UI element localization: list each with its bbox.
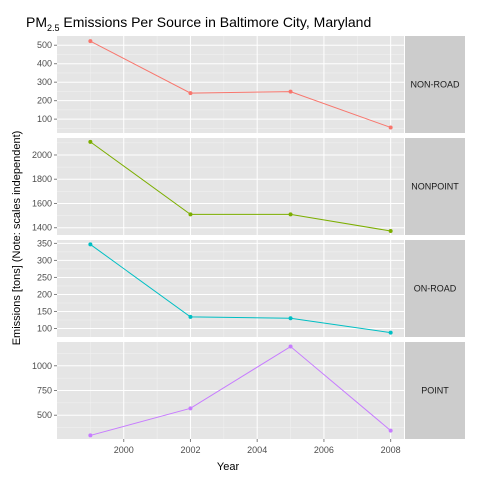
y-tick-label: 1600 [32,198,52,208]
data-point-nonpoint-2005 [289,212,293,216]
y-tick-label: 400 [37,59,52,69]
data-point-nonpoint-2002 [188,212,192,216]
data-point-non-road-2002 [188,91,192,95]
data-point-on-road-2008 [389,331,393,335]
y-tick-label: 350 [37,238,52,248]
data-point-non-road-1999 [88,39,92,43]
chart-title-main: PM [26,14,47,30]
data-point-non-road-2008 [389,125,393,129]
x-tick-label: 2000 [114,445,134,455]
chart-title: PM2.5 Emissions Per Source in Baltimore … [26,14,371,33]
y-tick-label: 250 [37,272,52,282]
y-tick-label: 500 [37,410,52,420]
data-point-non-road-2005 [289,90,293,94]
y-tick-label: 300 [37,255,52,265]
chart-title-subscript: 2.5 [47,23,60,33]
x-tick-label: 2008 [381,445,401,455]
panel-background [57,240,404,337]
y-tick-label: 300 [37,77,52,87]
x-axis: 2000 2002 2004 2006 2008 [114,439,401,455]
data-point-on-road-1999 [88,242,92,246]
y-tick-label: 1000 [32,361,52,371]
x-tick-label: 2006 [314,445,334,455]
y-tick-label: 500 [37,40,52,50]
data-point-nonpoint-2008 [389,229,393,233]
data-point-on-road-2005 [289,316,293,320]
facet-strip-label-nonpoint: NONPOINT [411,182,459,192]
y-axis-title: Emissions [tons] (Note: scales independe… [11,131,23,346]
y-tick-label: 1400 [32,223,52,233]
facet-strip-label-point: POINT [421,386,449,396]
data-point-point-1999 [88,433,92,437]
data-point-point-2005 [289,345,293,349]
facet-panel-on-road: 100 150 200 250 300 350 ON-ROAD [37,238,465,337]
y-tick-label: 150 [37,306,52,316]
data-point-point-2002 [188,406,192,410]
facet-panel-nonpoint: 1400 1600 1800 2000 NONPOINT [32,138,465,235]
y-tick-label: 750 [37,386,52,396]
y-tick-label: 100 [37,323,52,333]
x-tick-label: 2002 [180,445,200,455]
facet-strip-label-on-road: ON-ROAD [414,284,457,294]
facet-panels: 100 200 300 400 500 NON-ROAD 1400 1600 1800 2000 N… [32,36,465,439]
chart-title-rest: Emissions Per Source in Baltimore City, … [60,14,372,30]
y-tick-label: 200 [37,96,52,106]
x-tick-label: 2004 [247,445,267,455]
data-point-point-2008 [389,429,393,433]
panel-background [57,138,404,235]
facet-panel-non-road: 100 200 300 400 500 NON-ROAD [37,36,465,133]
y-tick-label: 1800 [32,174,52,184]
y-tick-label: 200 [37,289,52,299]
facet-panel-point: 500 750 1000 POINT [32,342,465,439]
x-axis-title: Year [217,461,240,473]
facet-strip-label-non-road: NON-ROAD [411,80,460,90]
data-point-on-road-2002 [188,315,192,319]
y-tick-label: 100 [37,114,52,124]
y-tick-label: 2000 [32,150,52,160]
data-point-nonpoint-1999 [88,140,92,144]
